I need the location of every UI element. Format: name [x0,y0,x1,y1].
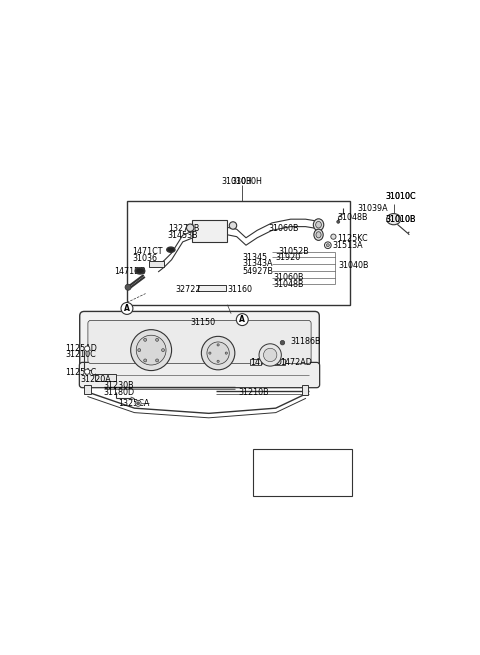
Text: 31010C: 31010C [385,192,416,200]
Text: 1327CB: 1327CB [168,224,199,233]
Circle shape [121,303,133,314]
Text: 31345: 31345 [242,253,267,262]
Text: 31183: 31183 [326,485,349,491]
Circle shape [217,344,219,346]
Circle shape [207,342,229,364]
Text: 31030H: 31030H [231,178,262,187]
Text: 31010C: 31010C [385,192,416,200]
Text: 31160: 31160 [228,286,252,294]
Text: 31453B: 31453B [168,231,199,240]
FancyBboxPatch shape [79,362,320,388]
Circle shape [131,329,172,371]
Text: 31052B: 31052B [279,248,310,256]
Text: 31048B: 31048B [273,280,304,289]
Circle shape [337,220,340,223]
Ellipse shape [316,221,322,228]
Text: PNC
NO.: PNC NO. [330,451,347,464]
Circle shape [156,359,158,362]
Bar [250,359,261,365]
Text: PAD-FUEL TANK: PAD-FUEL TANK [268,485,330,491]
Text: 32722: 32722 [175,286,201,294]
Text: 1471DB: 1471DB [114,267,146,276]
Bar [274,359,285,365]
Text: 31513A: 31513A [332,242,363,250]
Ellipse shape [386,214,401,225]
Circle shape [259,344,281,366]
Circle shape [264,348,277,362]
Text: b: b [261,485,266,491]
Text: 31150: 31150 [190,318,216,327]
FancyBboxPatch shape [80,311,319,373]
Text: 1125AC: 1125AC [66,368,97,377]
Text: 1125KC: 1125KC [337,234,368,243]
Text: 1325CA: 1325CA [118,399,149,408]
Circle shape [138,348,141,352]
Text: 31048B: 31048B [337,213,368,222]
Circle shape [136,335,166,365]
Text: NAME: NAME [287,455,311,460]
Text: 31920: 31920 [275,253,300,262]
Circle shape [280,341,285,345]
Circle shape [162,348,165,352]
Ellipse shape [135,268,144,274]
Text: PAD-FUEL TANK: PAD-FUEL TANK [268,470,330,476]
Ellipse shape [316,232,321,238]
Bar [253,449,352,496]
Text: 31060B: 31060B [268,224,299,233]
Bar [127,200,350,305]
Text: 31060B: 31060B [273,273,304,282]
Text: 31343A: 31343A [242,259,273,269]
Bar [149,261,164,267]
Text: 1125AD: 1125AD [66,344,97,353]
Text: 31101C: 31101C [324,470,352,476]
Circle shape [125,284,131,290]
Text: 1472AD: 1472AD [281,358,312,367]
Text: 31180D: 31180D [104,388,135,397]
Text: 31030H: 31030H [222,178,252,187]
Text: 54927B: 54927B [242,267,273,276]
Text: 1471CT: 1471CT [132,248,163,256]
Circle shape [209,352,211,354]
Circle shape [84,369,90,374]
Text: SYM
BOL: SYM BOL [255,451,273,464]
Text: 1472AD: 1472AD [250,358,282,367]
Bar [302,385,309,395]
Bar [192,220,228,242]
Ellipse shape [313,219,324,231]
FancyBboxPatch shape [88,320,311,364]
Text: A: A [240,315,245,324]
Circle shape [324,242,331,248]
Circle shape [326,244,329,247]
Circle shape [229,222,237,229]
Text: 31040B: 31040B [338,261,369,270]
Circle shape [156,339,158,341]
Bar [198,286,226,291]
Circle shape [137,402,140,405]
Ellipse shape [167,247,175,252]
Circle shape [186,224,194,231]
Circle shape [84,346,90,351]
Text: 31010B: 31010B [385,215,416,223]
Bar [84,384,91,394]
Circle shape [202,337,235,370]
Text: 31039A: 31039A [358,204,388,214]
Circle shape [236,314,248,326]
Circle shape [135,400,141,406]
Circle shape [331,234,336,239]
Text: 31010B: 31010B [385,215,416,223]
Circle shape [225,352,228,354]
Circle shape [217,360,219,362]
Circle shape [144,339,147,341]
Ellipse shape [314,229,323,240]
Text: 31230B: 31230B [104,381,134,390]
Text: 31210B: 31210B [239,388,269,397]
Circle shape [144,359,147,362]
Text: 31036: 31036 [132,253,157,263]
Text: a: a [262,470,266,476]
Text: 31220A: 31220A [81,375,111,384]
Text: A: A [124,304,130,313]
Text: 31210C: 31210C [66,350,96,359]
Text: 31186B: 31186B [290,337,321,346]
Bar [96,374,116,381]
